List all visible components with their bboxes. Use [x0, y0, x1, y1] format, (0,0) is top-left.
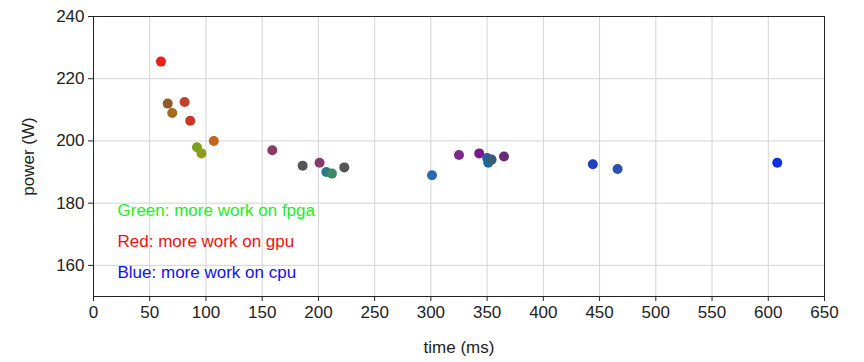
- svg-text:150: 150: [248, 303, 276, 322]
- svg-text:Blue: more work on cpu: Blue: more work on cpu: [118, 263, 297, 282]
- svg-text:100: 100: [192, 303, 220, 322]
- svg-text:300: 300: [417, 303, 445, 322]
- svg-text:600: 600: [754, 303, 782, 322]
- svg-text:160: 160: [56, 256, 84, 275]
- svg-text:200: 200: [56, 131, 84, 150]
- svg-text:550: 550: [698, 303, 726, 322]
- svg-text:500: 500: [642, 303, 670, 322]
- svg-text:240: 240: [56, 7, 84, 26]
- svg-text:Green: more work on fpga: Green: more work on fpga: [118, 201, 316, 220]
- svg-text:250: 250: [360, 303, 388, 322]
- svg-text:Red: more work on gpu: Red: more work on gpu: [118, 232, 295, 251]
- svg-text:350: 350: [473, 303, 501, 322]
- svg-text:650: 650: [810, 303, 838, 322]
- svg-text:400: 400: [529, 303, 557, 322]
- svg-text:50: 50: [140, 303, 159, 322]
- svg-text:450: 450: [585, 303, 613, 322]
- svg-text:power (W): power (W): [19, 117, 38, 195]
- svg-text:220: 220: [56, 69, 84, 88]
- svg-text:200: 200: [304, 303, 332, 322]
- svg-text:180: 180: [56, 194, 84, 213]
- svg-text:0: 0: [89, 303, 98, 322]
- svg-text:time (ms): time (ms): [424, 338, 495, 357]
